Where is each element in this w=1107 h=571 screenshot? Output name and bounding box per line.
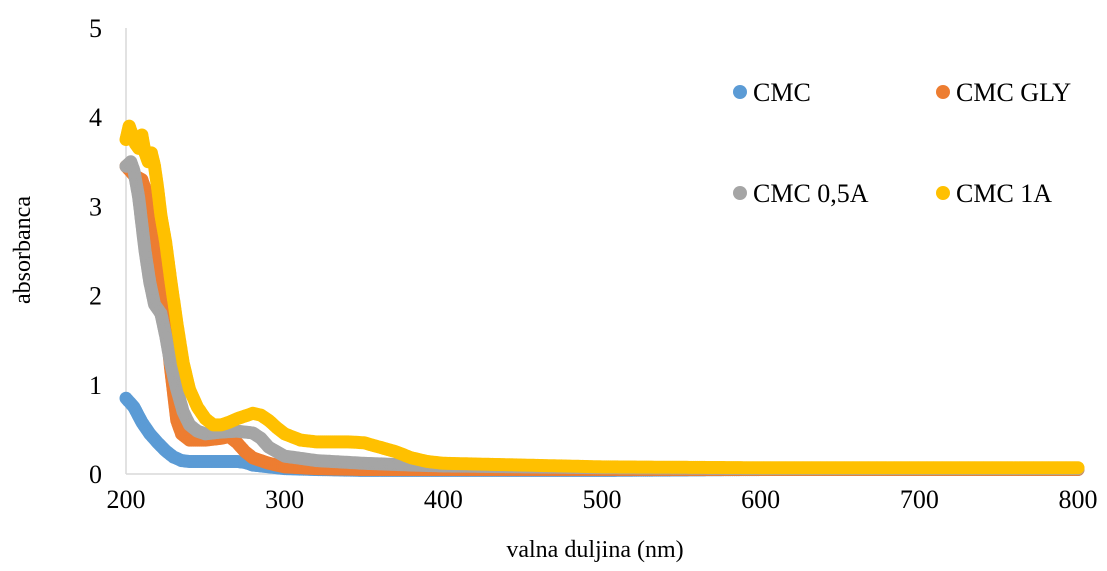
y-tick-label: 1 <box>89 371 102 400</box>
x-tick-label: 600 <box>741 485 780 514</box>
legend-item: CMC GLY <box>936 78 1071 107</box>
x-tick-label: 500 <box>583 485 622 514</box>
data-point <box>1072 461 1085 474</box>
y-tick-label: 5 <box>89 14 102 43</box>
y-tick-label: 3 <box>89 192 102 221</box>
legend-item: CMC <box>733 78 811 107</box>
axes <box>126 28 1078 474</box>
x-axis-title: valna duljina (nm) <box>506 537 683 563</box>
series-cmc-0-5a <box>120 155 1085 475</box>
y-tick-label: 4 <box>89 103 102 132</box>
series-cmc-gly <box>120 160 1085 476</box>
legend-item: CMC 1A <box>936 179 1052 208</box>
legend-marker <box>936 186 950 200</box>
legend-label: CMC 0,5A <box>753 179 869 208</box>
y-axis-title: absorbanca <box>10 196 36 304</box>
legend-label: CMC GLY <box>956 78 1071 107</box>
legend: CMC CMC GLY CMC 0,5A CMC 1A <box>733 78 1071 208</box>
legend-marker <box>733 186 747 200</box>
series-cmc-1a <box>120 120 1085 475</box>
x-tick-label: 400 <box>424 485 463 514</box>
legend-item: CMC 0,5A <box>733 179 869 208</box>
y-tick-label: 2 <box>89 282 102 311</box>
legend-label: CMC <box>753 78 811 107</box>
plot-series <box>120 120 1085 477</box>
legend-marker <box>733 85 747 99</box>
legend-marker <box>936 85 950 99</box>
legend-label: CMC 1A <box>956 179 1052 208</box>
x-tick-label: 200 <box>107 485 146 514</box>
y-tick-labels: 0 1 2 3 4 5 <box>89 14 102 489</box>
x-tick-label: 800 <box>1059 485 1098 514</box>
x-tick-labels: 200 300 400 500 600 700 800 <box>107 485 1098 514</box>
x-tick-label: 700 <box>900 485 939 514</box>
y-tick-label: 0 <box>89 460 102 489</box>
x-tick-label: 300 <box>265 485 304 514</box>
